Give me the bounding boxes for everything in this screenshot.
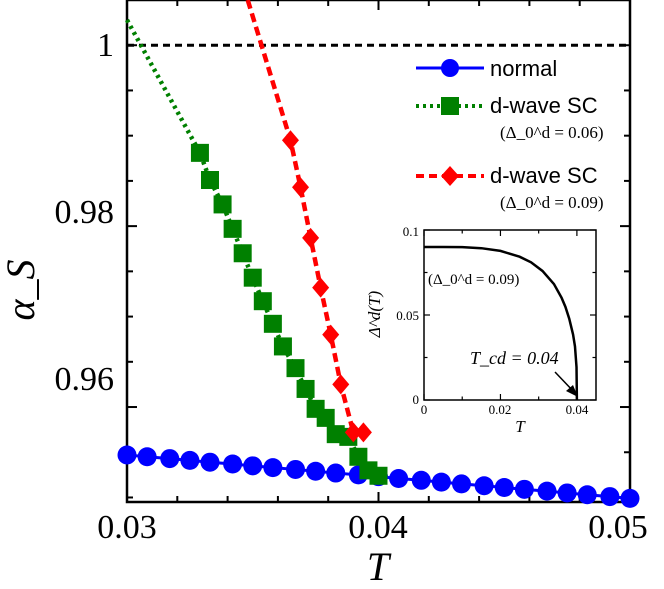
series-line-2: [245, 0, 364, 435]
inset-x-title: T: [515, 417, 526, 436]
series-1-point-18: [369, 466, 388, 485]
inset-x-tick-2: 0.04: [566, 402, 589, 417]
series-0-point-18: [494, 478, 514, 498]
series-2-point-3: [302, 227, 320, 248]
series-0-point-16: [451, 474, 471, 494]
series-1-point-16: [349, 447, 368, 466]
y-axis-title: α_S: [0, 260, 43, 321]
series-0-point-19: [514, 479, 534, 499]
series-0-point-13: [389, 468, 409, 488]
series-2-point-6: [332, 374, 350, 395]
x-tick-label-2: 0.05: [588, 509, 648, 546]
inset-y-tick-2: 0.1: [403, 224, 419, 239]
inset-ticks: [423, 229, 596, 401]
legend-item-dwave-006: d-wave SC (Δ_0^d = 0.06): [416, 93, 604, 142]
inset-y-title: Δ^d(T): [365, 290, 384, 338]
series-markers: [117, 130, 640, 508]
series-0-point-4: [200, 452, 220, 472]
inset-x-tick-1: 0.02: [489, 402, 512, 417]
y-tick-label-0: 0.96: [55, 361, 115, 398]
series-0-point-5: [223, 454, 243, 474]
series-1-point-13: [316, 408, 335, 427]
series-1-point-2: [200, 170, 219, 189]
series-0-point-10: [326, 463, 346, 483]
legend-item-normal: normal: [416, 56, 557, 81]
series-0-point-9: [306, 461, 326, 481]
y-tick-label-1: 0.98: [55, 194, 115, 231]
series-0-point-3: [180, 450, 200, 470]
series-1-point-11: [296, 379, 315, 398]
legend: normal d-wave SC (Δ_0^d = 0.06) d-wave S…: [416, 56, 604, 212]
legend-sub-dwave-009: (Δ_0^d = 0.09): [500, 193, 604, 212]
series-2-point-2: [292, 177, 310, 198]
series-1-point-5: [233, 244, 252, 263]
x-tick-label-0: 0.03: [97, 509, 157, 546]
series-0-point-23: [600, 487, 620, 507]
series-0-point-2: [160, 449, 180, 469]
series-2-point-4: [312, 277, 330, 298]
series-0-point-14: [411, 470, 431, 490]
series-1-point-6: [243, 268, 262, 287]
series-0-point-6: [243, 456, 263, 476]
series-1-point-3: [213, 195, 232, 214]
series-1-point-7: [253, 292, 272, 311]
legend-item-dwave-009: d-wave SC (Δ_0^d = 0.09): [416, 163, 604, 212]
series-0-point-21: [557, 483, 577, 503]
series-1-point-10: [286, 359, 305, 378]
inset-annotation-tcd: T_cd = 0.04: [470, 348, 559, 368]
inset-annotation-delta: (Δ_0^d = 0.09): [428, 272, 519, 288]
series-2-point-1: [281, 130, 299, 151]
x-axis-title: T: [367, 544, 392, 589]
series-0-point-20: [537, 481, 557, 501]
series-0-point-15: [431, 472, 451, 492]
series-1-point-4: [223, 219, 242, 238]
series-0-point-24: [620, 488, 640, 508]
series-1-point-9: [273, 337, 292, 356]
inset-y-tick-1: 0.05: [396, 308, 419, 323]
inset-arrow: [554, 371, 578, 397]
series-1-point-8: [263, 314, 282, 333]
legend-label-normal: normal: [490, 56, 557, 81]
series-0-point-7: [263, 458, 283, 478]
inset-chart: 0 0.02 0.04 0 0.05 0.1 T Δ^d(T) (Δ_0^d =…: [365, 224, 597, 436]
series-2-point-8: [354, 422, 372, 443]
legend-label-dwave-006: d-wave SC: [490, 93, 598, 118]
inset-x-tick-0: 0: [421, 402, 428, 417]
legend-sub-dwave-006: (Δ_0^d = 0.06): [500, 123, 604, 142]
series-2-point-5: [322, 324, 340, 345]
inset-y-tick-0: 0: [413, 392, 420, 407]
inset-curve: [424, 245, 579, 401]
series-0-point-22: [577, 485, 597, 505]
series-0-point-0: [117, 445, 137, 465]
series-2-point-7: [344, 422, 362, 443]
series-0-point-17: [474, 476, 494, 496]
series-0-point-8: [286, 459, 306, 479]
series-1-point-1: [190, 143, 209, 162]
inset-frame: [423, 229, 597, 401]
x-tick-label-1: 0.04: [348, 509, 408, 546]
series-line-1: [125, 18, 380, 478]
legend-label-dwave-009: d-wave SC: [490, 163, 598, 188]
y-tick-label-2: 1: [97, 27, 114, 64]
series-0-point-1: [137, 447, 157, 467]
